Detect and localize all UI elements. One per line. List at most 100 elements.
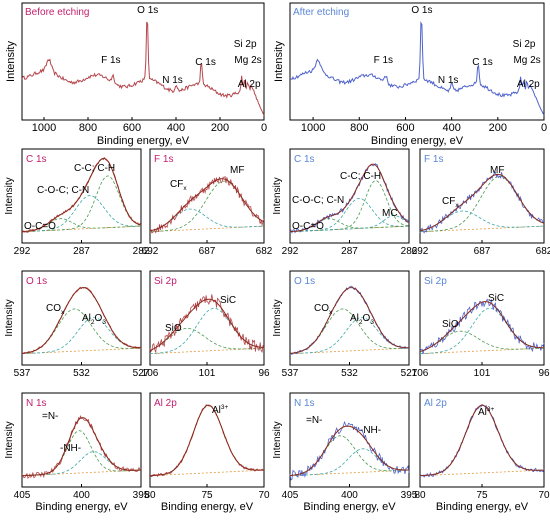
after-c1s-component-label-2: O-C=O: [292, 221, 324, 232]
after-al2p-component-label-0: Al3+: [478, 406, 495, 418]
after-n1s-tick-label-0: 405: [282, 490, 299, 501]
before-survey-peak-label-4: Si 2p: [234, 39, 257, 50]
before-survey-tick-label-0: 1000: [32, 122, 56, 134]
after-si2p-component-label-1: SiC: [488, 293, 504, 304]
after-c1s-component-label-0: C-C; C-H: [340, 171, 381, 182]
before-survey-peak-label-1: F 1s: [101, 55, 120, 66]
after-survey-tick-label-3: 400: [442, 122, 460, 134]
before-survey-tick-label-4: 200: [211, 122, 229, 134]
before-si2p-component-1: [149, 307, 264, 355]
before-o1s-component-label-0: COx: [46, 303, 65, 316]
before-c1s-tick-label-2: 282: [133, 246, 150, 257]
before-o1s-tick-label-0: 537: [14, 368, 31, 379]
after-f1s: 692 687 682 F 1s MF CFx: [412, 148, 550, 257]
before-si2p-component-label-1: SiC: [220, 295, 236, 306]
after-n1s-component-label-0: =N-: [306, 415, 322, 426]
after-survey-tick-label-1: 800: [350, 122, 368, 134]
before-si2p-raw-line: [149, 294, 265, 353]
after-al2p: 80 75 70 Al 2p Al3+ Binding energy, eV: [414, 392, 550, 513]
before-survey: 1000 800 600 400 200 0 Before etching O 1s F 1s N…: [5, 2, 267, 147]
before-n1s-component-0: [22, 430, 141, 477]
before-n1s-component-1: [22, 451, 141, 477]
before-c1s-tick-label-1: 287: [73, 246, 90, 257]
before-al2p-tick-label-0: 80: [144, 490, 156, 501]
after-c1s-component-label-1: C-O-C; C-N: [292, 195, 344, 206]
before-c1s-ylabel: Intensity: [4, 177, 15, 214]
before-c1s-title: C 1s: [26, 154, 47, 165]
before-al2p-fit-line: [149, 404, 265, 477]
before-n1s-tick-label-1: 400: [73, 490, 90, 501]
before-n1s-component-label-1: -NH-: [60, 443, 81, 454]
before-al2p: 80 75 70 Al 2p Al3+ Binding energy, eV: [144, 392, 270, 513]
after-survey-peak-label-0: O 1s: [411, 5, 432, 16]
after-survey-peak-label-4: Si 2p: [513, 39, 536, 50]
before-si2p-tick-label-2: 96: [258, 368, 270, 379]
after-survey-frame: [289, 2, 545, 121]
after-si2p-title: Si 2p: [424, 276, 447, 287]
before-c1s-component-0: [22, 175, 142, 233]
before-f1s-tick-label-1: 687: [199, 246, 216, 257]
before-c1s-component-label-1: C-O-C; C-N: [37, 185, 89, 196]
after-survey-ylabel: Intensity: [273, 41, 285, 82]
before-n1s-tick-label-0: 405: [14, 490, 31, 501]
after-c1s-component-3: [290, 215, 410, 233]
before-c1s: 292 287 282 C 1s C-C; C-H C-O-C; C-N O-C=O Inte…: [4, 148, 150, 257]
before-n1s-title: N 1s: [26, 398, 47, 409]
after-survey-peak-label-1: F 1s: [374, 55, 393, 66]
before-n1s-fit-line: [22, 417, 141, 477]
before-o1s: 537 532 527 O 1s COx Al2O3 Intensity: [4, 270, 150, 379]
after-f1s-title: F 1s: [424, 154, 443, 165]
after-survey-peak-label-5: Mg 2s: [513, 55, 540, 66]
before-n1s-ylabel: Intensity: [4, 421, 15, 458]
before-f1s: 692 687 682 F 1s MF CFx: [142, 148, 273, 257]
before-si2p-component-0: [149, 327, 264, 351]
after-c1s-tick-label-2: 282: [401, 246, 418, 257]
after-n1s-raw-line: [289, 420, 410, 481]
after-c1s-tick-label-1: 287: [341, 246, 358, 257]
before-n1s-tick-label-2: 395: [133, 490, 150, 501]
before-al2p-title: Al 2p: [154, 398, 177, 409]
after-survey: 1000 800 600 400 200 0 After etching O 1s F 1s N …: [273, 2, 547, 147]
after-c1s-raw-line: [289, 163, 410, 234]
after-o1s-title: O 1s: [294, 276, 315, 287]
after-o1s-ylabel: Intensity: [272, 299, 283, 336]
before-f1s-baseline: [150, 225, 264, 233]
after-o1s: 537 532 527 O 1s COx Al2O3 Intensity: [272, 270, 418, 379]
before-al2p-xlabel: Binding energy, eV: [161, 501, 254, 513]
after-si2p-component-label-0: SiO: [442, 319, 459, 330]
after-si2p-tick-label-2: 96: [538, 368, 550, 379]
after-si2p-tick-label-0: 106: [412, 368, 429, 379]
after-f1s-raw-line: [419, 171, 545, 234]
after-n1s: 405 400 395 N 1s =N- -NH- Intensity Binding ene…: [272, 392, 418, 513]
before-survey-series-line: [21, 21, 265, 116]
after-al2p-title: Al 2p: [424, 398, 447, 409]
before-c1s-component-label-2: O-C=O: [24, 221, 56, 232]
after-si2p-raw-line: [419, 298, 545, 355]
after-o1s-tick-label-2: 527: [401, 368, 418, 379]
after-c1s-ylabel: Intensity: [272, 177, 283, 214]
after-o1s-raw-line: [289, 285, 410, 356]
before-f1s-fit-line: [149, 178, 265, 232]
after-f1s-fit-line: [419, 173, 545, 232]
after-o1s-component-label-0: COx: [314, 303, 333, 316]
after-c1s-fit-line: [289, 163, 410, 233]
after-o1s-tick-label-1: 532: [341, 368, 358, 379]
after-survey-title: After etching: [293, 7, 349, 18]
before-survey-peak-label-0: O 1s: [137, 5, 158, 16]
after-n1s-xlabel: Binding energy, eV: [303, 501, 396, 513]
after-o1s-component-label-1: Al2O3: [350, 313, 374, 326]
after-survey-peak-label-2: N 1s: [438, 75, 459, 86]
after-f1s-component-label-0: MF: [490, 165, 504, 176]
before-si2p-baseline: [150, 347, 264, 355]
after-f1s-baseline: [420, 225, 544, 233]
before-si2p-title: Si 2p: [154, 276, 177, 287]
before-survey-tick-label-1: 800: [79, 122, 97, 134]
before-al2p-tick-label-1: 75: [201, 490, 213, 501]
after-si2p-component-0: [419, 330, 544, 352]
after-al2p-fit-line: [419, 404, 545, 477]
after-si2p-component-1: [420, 307, 544, 355]
after-n1s-tick-label-2: 395: [401, 490, 418, 501]
after-si2p-baseline: [420, 347, 544, 355]
after-survey-series-line: [289, 21, 545, 116]
after-c1s-component-label-3: MC: [382, 208, 398, 219]
